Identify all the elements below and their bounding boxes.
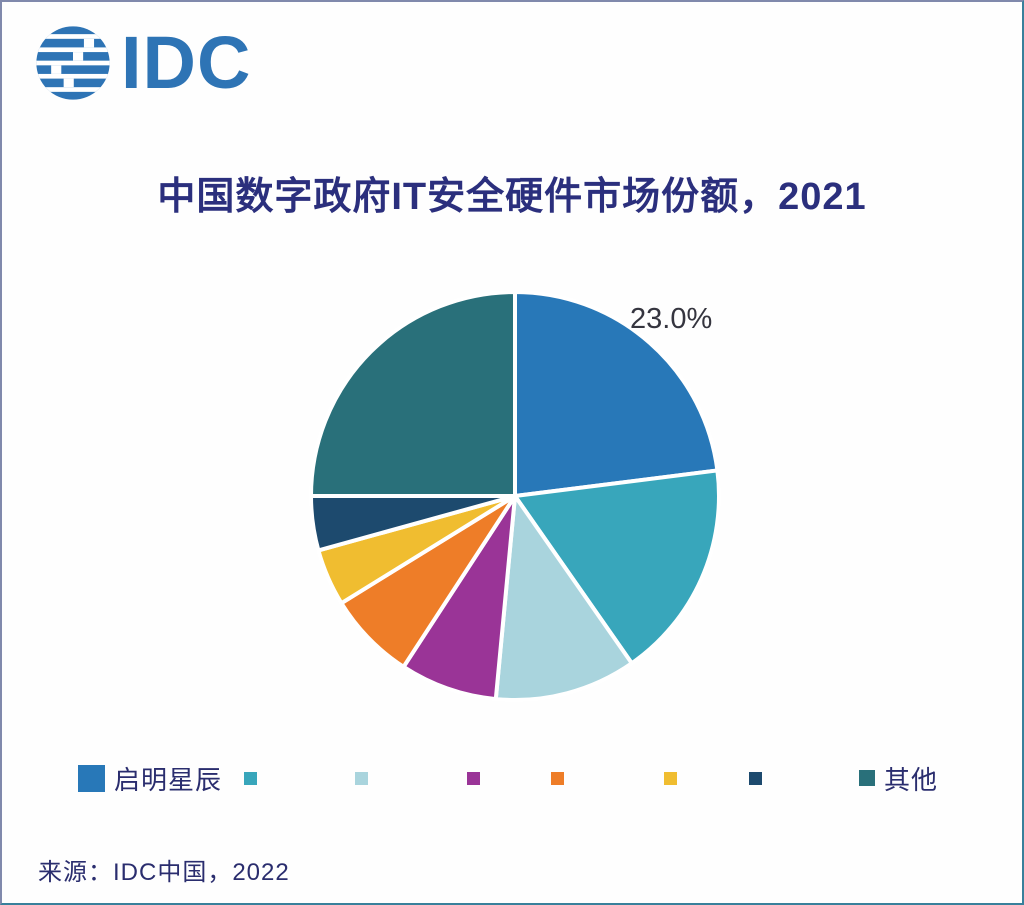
legend-item-其他: 其他: [859, 755, 938, 801]
pie-chart: [309, 290, 721, 702]
idc-logo-text: IDC: [121, 21, 252, 104]
pie-data-label: 23.0%: [630, 303, 713, 335]
legend-swatch-icon: [859, 770, 875, 786]
legend-item-启明星辰: 启明星辰: [78, 755, 222, 801]
legend-item-series-1: [244, 755, 257, 801]
legend-item-series-6: [749, 755, 762, 801]
chart-title: 中国数字政府IT安全硬件市场份额，2021: [157, 176, 867, 218]
legend-swatch-icon: [355, 771, 368, 785]
legend: 启明星辰 其他: [2, 755, 1022, 801]
legend-label: 启明星辰: [114, 764, 223, 795]
source-line: 来源：IDC中国，2022: [38, 859, 290, 886]
legend-swatch-icon: [467, 771, 480, 785]
legend-swatch-icon: [664, 771, 677, 785]
legend-swatch-icon: [551, 771, 564, 785]
legend-item-series-5: [664, 755, 677, 801]
legend-label: 其他: [884, 764, 939, 795]
legend-swatch-icon: [749, 771, 762, 785]
legend-swatch-icon: [78, 764, 105, 792]
idc-logo: IDC: [34, 24, 251, 102]
idc-globe-icon: [36, 26, 110, 100]
legend-item-series-3: [467, 755, 480, 801]
pie-slice-series-1: [513, 468, 721, 666]
pie-slice-其他: [309, 290, 517, 498]
legend-item-series-4: [551, 755, 564, 801]
legend-item-series-2: [355, 755, 368, 801]
legend-swatch-icon: [244, 771, 257, 785]
pie-slice-series-2: [493, 494, 634, 702]
pie-slice-启明星辰: [513, 290, 720, 498]
